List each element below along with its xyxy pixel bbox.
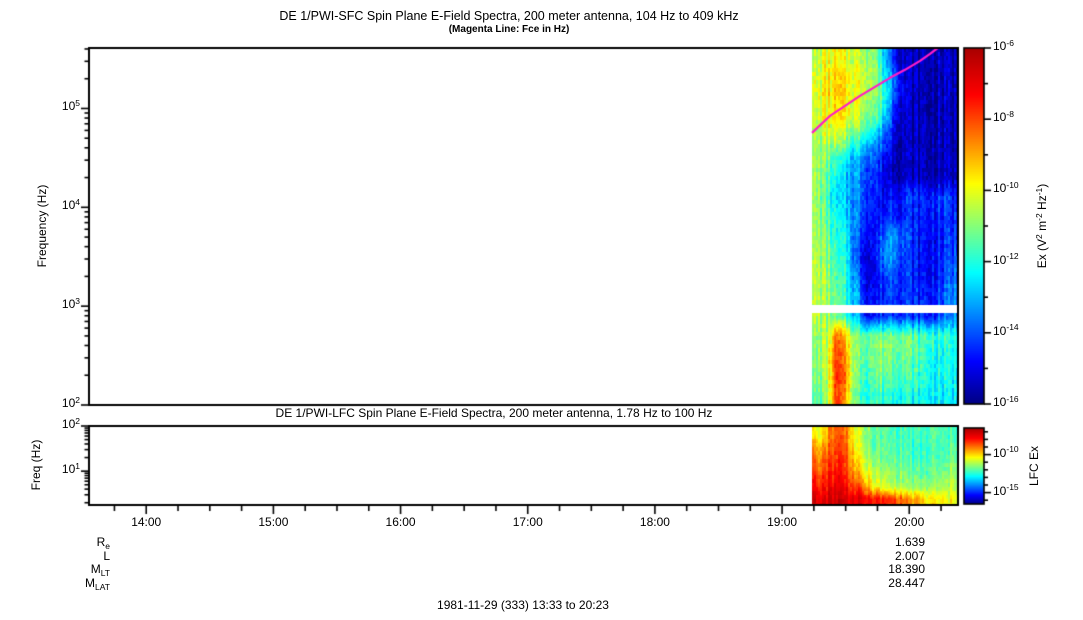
lfc-y-tick-label: 101 — [61, 460, 80, 477]
x-axis-tick-label: 15:00 — [258, 515, 289, 529]
lfc-y-tick-label: 102 — [61, 415, 80, 431]
x-axis-tick-label: 18:00 — [639, 515, 670, 529]
sfc-colorbar-tick-label: 10-12 — [993, 251, 1019, 267]
x-axis-tick-label: 20:00 — [894, 515, 925, 529]
lfc-colorbar-tick-label: 10-10 — [993, 444, 1019, 460]
sfc-y-tick-label: 104 — [61, 196, 80, 213]
orbit-param-value: 2.007 — [894, 549, 925, 563]
footer-date-range: 1981-11-29 (333) 13:33 to 20:23 — [437, 598, 609, 612]
orbit-param-label: L — [103, 549, 110, 563]
sfc-panel-subtitle: (Magenta Line: Fce in Hz) — [448, 24, 570, 35]
x-axis-tick-label: 17:00 — [512, 515, 543, 529]
sfc-colorbar-unit-label: Ex (V2 m-2 Hz-1) — [1033, 183, 1050, 269]
sfc-colorbar-tick-label: 10-16 — [993, 393, 1019, 409]
sfc-y-tick-label: 105 — [61, 97, 80, 114]
sfc-colorbar-tick-label: 10-10 — [993, 179, 1019, 196]
sfc-y-tick-label: 102 — [61, 394, 80, 410]
x-axis-tick-label: 19:00 — [767, 515, 798, 529]
sfc-panel-title: DE 1/PWI-SFC Spin Plane E-Field Spectra,… — [279, 9, 739, 23]
orbit-param-label: MLAT — [85, 576, 110, 593]
orbit-param-value: 1.639 — [894, 535, 925, 549]
x-axis-tick-label: 16:00 — [385, 515, 416, 529]
lfc-panel-title: DE 1/PWI-LFC Spin Plane E-Field Spectra,… — [275, 406, 713, 420]
sfc-colorbar-tick-label: 10-8 — [993, 108, 1014, 125]
sfc-colorbar-tick-label: 10-14 — [993, 322, 1019, 338]
orbit-param-label: MLT — [90, 562, 110, 579]
x-axis-tick-label: 14:00 — [131, 515, 162, 529]
orbit-param-value: 18.390 — [888, 562, 925, 576]
orbit-param-label: Re — [96, 535, 110, 552]
sfc-y-axis-label: Frequency (Hz) — [35, 184, 49, 268]
orbit-param-value: 28.447 — [888, 576, 925, 590]
lfc-colorbar-tick-label: 10-15 — [993, 482, 1019, 498]
sfc-colorbar-tick-label: 10-6 — [993, 37, 1014, 53]
sfc-y-tick-label: 103 — [61, 295, 80, 312]
